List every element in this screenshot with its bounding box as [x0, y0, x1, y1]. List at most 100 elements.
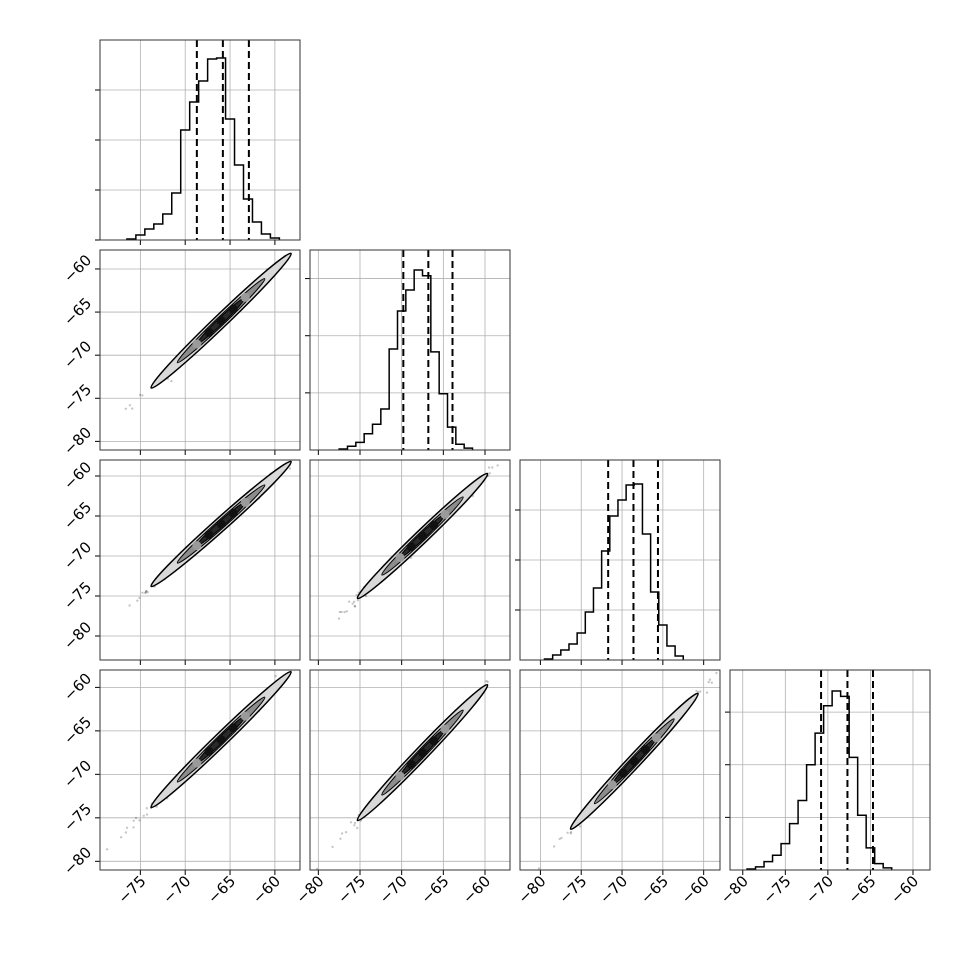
scatter-point [124, 831, 128, 834]
density-blob [418, 531, 427, 541]
scatter-contents [128, 434, 325, 607]
panel-frame [309, 459, 511, 661]
scatter-point [125, 826, 129, 829]
scatter-point [705, 691, 709, 694]
density-blob [192, 339, 202, 349]
scatter-point [145, 807, 148, 810]
panel-frame [99, 39, 301, 241]
scatter-point [364, 595, 368, 598]
x-tick-label: −65 [417, 872, 452, 907]
histogram-panel-4 [725, 669, 931, 875]
scatter-point [131, 407, 134, 410]
x-tick-label: −70 [376, 872, 411, 907]
scatter-point [569, 831, 573, 834]
scatter-point [344, 831, 348, 834]
scatter-point [119, 836, 123, 839]
density-blob [607, 780, 617, 790]
scatter-panel-2-1 [309, 438, 525, 665]
scatter-point [304, 445, 306, 447]
scatter-point [529, 638, 531, 640]
scatter-contents [537, 659, 730, 870]
scatter-point [141, 591, 144, 594]
density-blob [216, 735, 226, 745]
density-blob [204, 327, 214, 337]
scatter-point [353, 604, 357, 608]
x-tick-label: −80 [292, 872, 327, 907]
y-tick-label: −75 [60, 578, 95, 613]
x-tick-label: −60 [678, 872, 713, 907]
scatter-point [710, 681, 713, 684]
scatter-point [170, 379, 173, 383]
scatter-point [523, 438, 525, 440]
x-tick-label: −70 [802, 872, 837, 907]
scatter-point [322, 224, 324, 226]
panel-frame [519, 459, 721, 661]
scatter-point [695, 689, 698, 693]
density-blob [192, 541, 202, 551]
scatter-panel-3-1 [309, 638, 531, 875]
scatter-point [345, 610, 348, 613]
panel-frame [519, 669, 721, 871]
scatter-point [353, 821, 357, 825]
scatter-panel-3-2 [519, 659, 730, 875]
scatter-contents [73, 224, 324, 462]
histogram-step-1 [126, 57, 281, 240]
density-blob [204, 746, 214, 756]
scatter-point [128, 404, 132, 407]
scatter-point [331, 845, 334, 849]
x-tick-label: −70 [596, 872, 631, 907]
y-tick-label: −80 [60, 423, 95, 458]
scatter-point [315, 867, 319, 870]
scatter-point [73, 460, 75, 462]
scatter-point [323, 434, 325, 436]
scatter-point [288, 467, 292, 470]
scatter-point [136, 599, 139, 602]
histogram-step-3 [543, 483, 685, 660]
scatter-point [138, 596, 141, 600]
scatter-point [520, 441, 522, 443]
scatter-point [356, 599, 360, 602]
scatter-panel-3-0 [95, 660, 303, 875]
histogram-panel-3 [515, 459, 721, 665]
scatter-point [144, 591, 147, 594]
scatter-point [146, 591, 149, 594]
panel-frame [99, 249, 301, 451]
x-tick-label: −75 [334, 872, 369, 907]
scatter-point [708, 678, 712, 681]
y-tick-label: −65 [60, 713, 95, 748]
scatter-point [301, 660, 303, 662]
x-tick-label: −60 [459, 872, 494, 907]
x-tick-label: −75 [759, 872, 794, 907]
scatter-point [699, 690, 702, 693]
scatter-point [348, 600, 351, 603]
scatter-point [491, 466, 494, 469]
scatter-point [353, 600, 356, 603]
density-blob [216, 316, 226, 326]
scatter-point [486, 680, 489, 684]
scatter-point [343, 610, 346, 614]
scatter-point [138, 819, 141, 822]
density-blob [240, 292, 250, 302]
density-blob [204, 530, 214, 540]
scatter-contents [105, 660, 303, 851]
scatter-point [485, 679, 488, 683]
density-blob [429, 736, 439, 746]
scatter-point [142, 814, 145, 817]
scatter-point [566, 831, 569, 834]
scatter-point [356, 826, 359, 830]
scatter-panel-2-0 [95, 434, 325, 665]
x-tick-label: −65 [637, 872, 672, 907]
density-blob [240, 497, 250, 507]
density-blob [440, 509, 450, 519]
density-blob [192, 758, 202, 768]
scatter-point [145, 813, 149, 816]
density-blob [395, 771, 405, 781]
density-blob [629, 756, 639, 766]
scatter-point [487, 466, 491, 469]
scatter-point [504, 455, 506, 457]
x-tick-label: −65 [204, 872, 239, 907]
density-blob [418, 748, 427, 758]
scatter-point [355, 593, 358, 597]
scatter-point [728, 659, 730, 661]
panel-frame [309, 669, 511, 871]
